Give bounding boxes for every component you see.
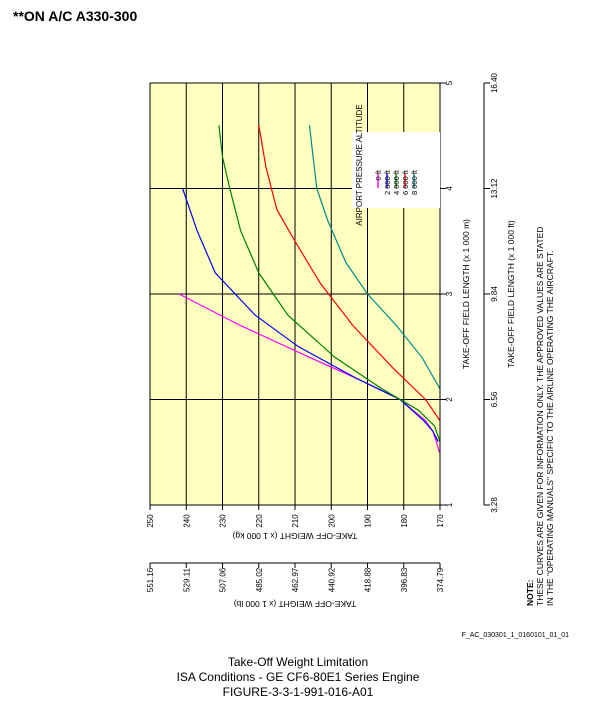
y-tick-label-lb: 485.02 (255, 567, 264, 592)
figure-file-id: F_AC_030301_1_0160101_01_01 (461, 632, 569, 639)
caption-figure-number: FIGURE-3-3-1-991-016-A01 (222, 685, 374, 699)
x-tick-label-meters: 4 (445, 186, 454, 191)
note: NOTE: THESE CURVES ARE GIVEN FOR INFORMA… (525, 227, 555, 606)
legend-label: 0 ft (374, 169, 383, 180)
legend: AIRPORT PRESSURE ALTITUDE 0 ft 2 000 ft 4 … (352, 104, 440, 226)
y-tick-label-kg: 170 (436, 514, 445, 528)
y-tick-label-lb: 418.88 (364, 567, 373, 592)
legend-label: 4 000 ft (392, 169, 401, 195)
y-tick-label-lb: 440.92 (327, 567, 336, 592)
y-tick-label-lb: 462.97 (291, 567, 300, 592)
y-tick-label-lb: 551.16 (146, 567, 155, 592)
x-tick-label-meters: 1 (445, 502, 454, 507)
x-tick-label-feet: 6.56 (490, 391, 499, 407)
series-layer (178, 125, 441, 453)
caption-title: Take-Off Weight Limitation (227, 655, 369, 669)
y-tick-label-lb: 529.11 (182, 568, 191, 592)
note-label: NOTE: (525, 579, 535, 606)
legend-label: 8 000 ft (410, 169, 419, 195)
y-axis-label-lb: TAKE-OFF WEIGHT (x 1 000 lb) (234, 599, 357, 609)
y-tick-label-kg: 220 (255, 514, 264, 528)
y-tick-label-kg: 250 (146, 514, 155, 528)
note-line-1: THESE CURVES ARE GIVEN FOR INFORMATION O… (535, 226, 545, 606)
y-tick-label-lb: 374.79 (436, 567, 445, 592)
y-axis-label-kg: TAKE-OFF WEIGHT (x 1 000 kg) (232, 531, 357, 541)
y-tick-label-kg: 240 (182, 514, 191, 528)
x-axis-label-meters: TAKE-OFF FIELD LENGTH (x 1 000 m) (461, 219, 471, 369)
x-tick-label-meters: 3 (445, 291, 454, 296)
series-line-1 (182, 188, 439, 442)
y-tick-label-kg: 200 (327, 514, 336, 528)
legend-label: 6 000 ft (401, 169, 410, 195)
legend-label: 2 000 ft (383, 169, 392, 195)
y-tick-label-lb: 396.83 (400, 567, 409, 592)
axes: 1 3.28 2 6.56 3 9.84 4 13.12 5 16.40 170 374.79 180 3… (146, 72, 499, 592)
note-line-2: IN THE "OPERATING MANUALS" SPECIFIC TO T… (545, 250, 555, 606)
y-tick-label-kg: 190 (364, 514, 373, 528)
series-line-4 (308, 125, 441, 390)
x-tick-label-feet: 3.28 (490, 497, 499, 513)
legend-title: AIRPORT PRESSURE ALTITUDE (355, 104, 364, 225)
y-tick-label-kg: 210 (291, 514, 300, 528)
x-tick-label-meters: 5 (445, 80, 454, 85)
figure-caption: Take-Off Weight Limitation ISA Condition… (0, 655, 596, 700)
y-tick-label-lb: 507.06 (219, 567, 228, 592)
y-tick-label-kg: 230 (219, 514, 228, 528)
applicability-header: **ON A/C A330-300 (13, 8, 138, 24)
x-tick-label-feet: 16.40 (490, 72, 499, 93)
caption-subtitle: ISA Conditions - GE CF6-80E1 Series Engi… (176, 670, 420, 684)
series-line-2 (218, 125, 441, 442)
legend-box (352, 132, 440, 208)
x-axis-label-feet: TAKE-OFF FIELD LENGTH (x 1 000 ft) (506, 220, 516, 368)
x-tick-label-feet: 9.84 (490, 286, 499, 302)
x-tick-label-feet: 13.12 (490, 178, 499, 199)
x-tick-label-meters: 2 (445, 397, 454, 402)
y-tick-label-kg: 180 (400, 514, 409, 528)
series-line-3 (258, 125, 441, 421)
